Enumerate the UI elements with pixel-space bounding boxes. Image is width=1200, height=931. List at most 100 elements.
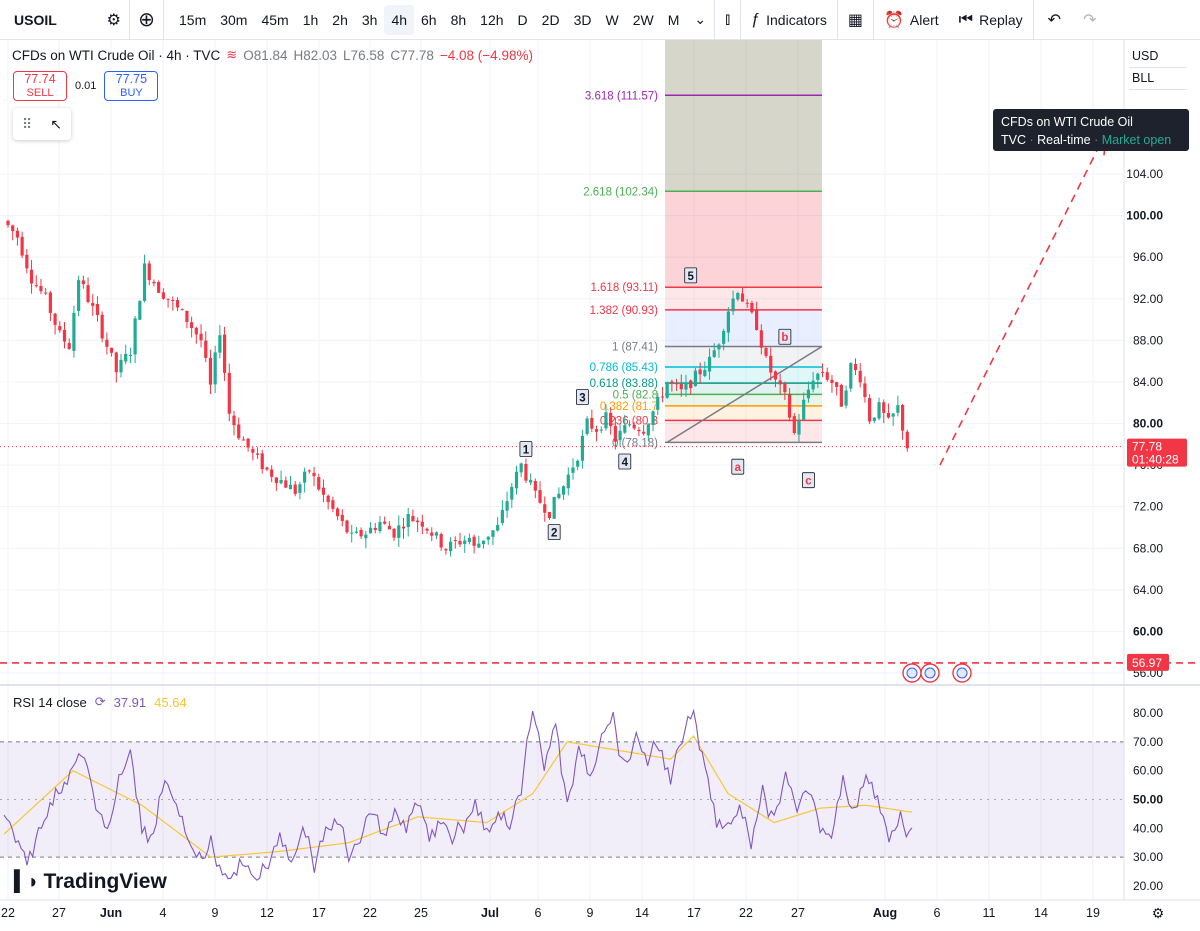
wave-label-box: [731, 458, 745, 475]
candle-body: [500, 509, 504, 524]
fib-level-label: 2.618 (102.34): [583, 186, 658, 198]
candle-body: [830, 379, 834, 384]
redo-button[interactable]: ↷: [1075, 0, 1104, 40]
candle-body: [627, 424, 632, 426]
time-tick-label: 6: [934, 906, 941, 920]
wave-label-box: [519, 441, 533, 457]
open-value: O81.84: [243, 47, 288, 63]
candle-body: [48, 292, 52, 313]
candle-body: [543, 504, 547, 513]
candle-body: [199, 333, 203, 341]
chart-type-button[interactable]: ⫾: [714, 0, 740, 40]
candle-body: [773, 371, 778, 380]
buy-button[interactable]: 77.75 BUY: [104, 71, 159, 101]
candle-body: [72, 312, 76, 351]
timeframe-3h[interactable]: 3h: [361, 11, 378, 28]
indicators-button[interactable]: ƒ Indicators: [740, 0, 837, 40]
sell-button[interactable]: 77.74 SELL: [13, 71, 67, 101]
timeframe-W[interactable]: W: [605, 11, 619, 28]
unit-selector[interactable]: BLL: [1129, 68, 1187, 90]
candle-body: [905, 431, 909, 449]
time-tick-label: 14: [635, 906, 649, 920]
price-tick-label: 72.00: [1133, 500, 1163, 514]
timeframe-D[interactable]: D: [517, 11, 528, 28]
timeframe-8h[interactable]: 8h: [450, 11, 467, 28]
timeframe-3D[interactable]: 3D: [573, 11, 592, 28]
time-tick-label: 27: [52, 906, 66, 920]
timeframe-2D[interactable]: 2D: [541, 11, 560, 28]
candle-body: [820, 371, 825, 373]
tooltip-status: Market open: [1101, 133, 1172, 147]
candle-body: [350, 532, 354, 534]
indicators-icon: ƒ: [751, 10, 761, 28]
candle-body: [825, 372, 829, 380]
candle-body: [623, 425, 627, 433]
rsi-tick-label: 60.00: [1133, 764, 1163, 778]
symbol-search-button[interactable]: USOIL ⚙: [6, 0, 130, 40]
candle-body: [642, 431, 646, 434]
templates-button[interactable]: ▦: [836, 0, 873, 40]
chevron-down-icon[interactable]: ⌄: [694, 11, 707, 27]
candle-body: [62, 329, 67, 342]
candle-body: [218, 335, 222, 353]
candle-body: [246, 438, 250, 448]
candle-body: [251, 448, 255, 453]
candle-body: [100, 314, 104, 339]
candle-body: [190, 322, 194, 329]
candle-body: [552, 496, 556, 519]
timeframe-4h[interactable]: 4h: [384, 4, 415, 35]
time-tick-label: 22: [739, 906, 753, 920]
tradingview-logo[interactable]: ▍◗ TradingView: [14, 869, 167, 894]
sell-label: SELL: [26, 87, 54, 99]
fib-zone: [665, 420, 822, 443]
rsi-ma-value: 45.64: [154, 694, 187, 710]
undo-button[interactable]: ↶: [1032, 0, 1075, 40]
candle-body: [11, 225, 15, 232]
fib-level-label: 0.382 (81.7: [600, 401, 658, 413]
currency-selector[interactable]: USD: [1129, 46, 1187, 68]
chart-area[interactable]: 0 (78.18) 0.236 (80.3 0.382 (81.70.5 (82.8…: [0, 40, 1200, 931]
trade-panel: 77.74 SELL 0.01 77.75 BUY: [13, 71, 159, 101]
timeframe-12h[interactable]: 12h: [480, 11, 504, 28]
candle-body: [674, 382, 679, 385]
timeframe-30m[interactable]: 30m: [220, 11, 248, 28]
wave-label-box: [576, 389, 589, 405]
candle-body: [293, 484, 297, 494]
support-price-value: 56.97: [1132, 656, 1162, 670]
drawing-toolbar: ⠿ ↖: [13, 108, 71, 140]
settings-gear-icon[interactable]: ⚙: [1152, 905, 1165, 921]
candle-body: [472, 536, 476, 546]
candle-body: [171, 300, 175, 302]
candle-body: [119, 359, 123, 373]
candle-body: [397, 525, 401, 538]
timeframe-6h[interactable]: 6h: [421, 11, 437, 28]
timeframe-15m[interactable]: 15m: [179, 11, 207, 28]
timeframe-M[interactable]: M: [667, 11, 680, 28]
candle-body: [590, 417, 594, 429]
rsi-legend: RSI 14 close ⟳ 37.91 45.64: [13, 694, 187, 710]
cursor-icon[interactable]: ↖: [50, 115, 62, 132]
timeframe-2W[interactable]: 2W: [632, 11, 654, 28]
rsi-tick-label: 40.00: [1133, 821, 1163, 835]
candle-body: [787, 394, 792, 418]
fib-level-label: 0 (78.18): [612, 437, 658, 449]
candle-body: [750, 302, 754, 313]
candle-body: [444, 549, 448, 551]
timeframe-2h[interactable]: 2h: [332, 11, 348, 28]
candle-body: [731, 298, 735, 312]
refresh-icon[interactable]: ⟳: [94, 694, 106, 709]
candle-body: [853, 364, 858, 371]
candle-body: [533, 480, 537, 491]
timeframe-1h[interactable]: 1h: [302, 11, 319, 28]
compare-add-button[interactable]: ⊕: [130, 0, 164, 40]
timeframe-45m[interactable]: 45m: [261, 11, 289, 28]
replay-icon: ⏮: [958, 10, 974, 28]
replay-button[interactable]: ⏮ Replay: [949, 0, 1033, 40]
candle-body: [783, 383, 787, 393]
candle-body: [270, 469, 274, 477]
wave-label: 3: [579, 393, 585, 405]
candle-body: [142, 263, 147, 301]
drag-handle-icon[interactable]: ⠿: [22, 115, 33, 132]
alert-button[interactable]: ⏰ Alert: [872, 0, 949, 40]
series-legend: CFDs on WTI Crude Oil · 4h · TVC ≋ O81.8…: [12, 47, 533, 63]
